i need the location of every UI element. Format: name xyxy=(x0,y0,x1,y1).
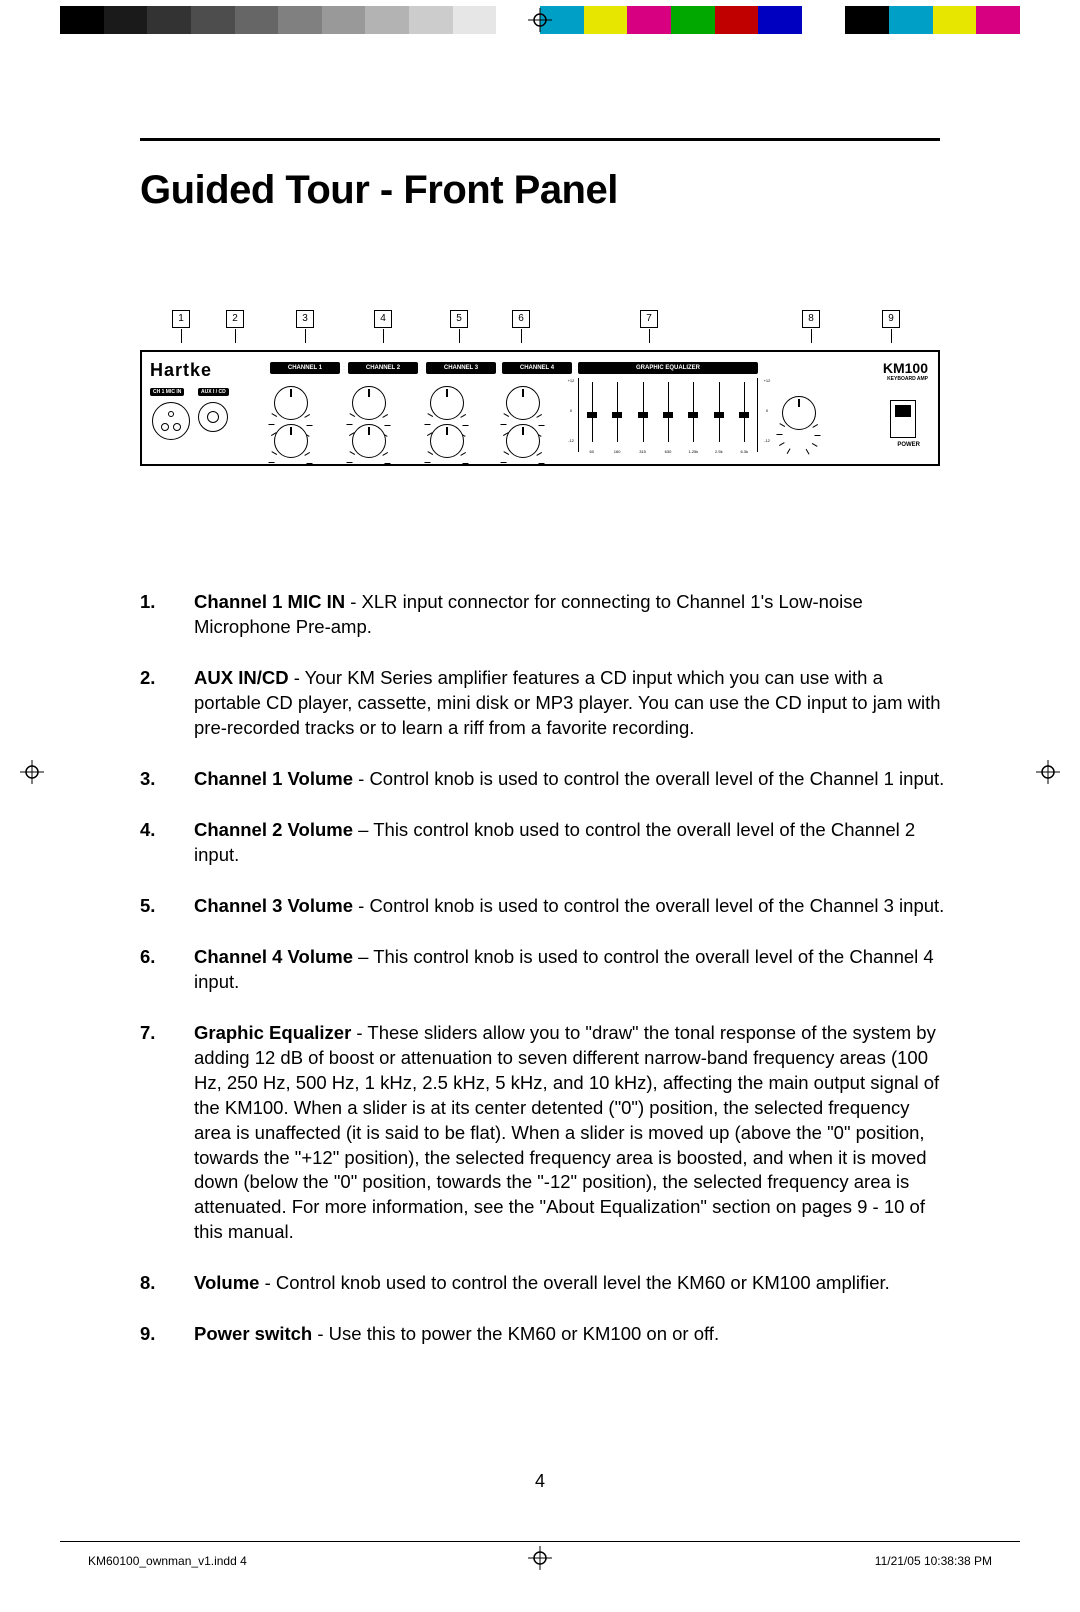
knob-icon xyxy=(430,424,464,458)
item-lead: Channel 2 Volume xyxy=(194,819,353,840)
footer-timestamp: 11/21/05 10:38:38 PM xyxy=(875,1554,992,1568)
eq-label: GRAPHIC EQUALIZER xyxy=(578,362,758,374)
item-number: 2. xyxy=(140,666,194,741)
power-label: POWER xyxy=(897,442,920,448)
item-number: 8. xyxy=(140,1271,194,1296)
item-number: 5. xyxy=(140,894,194,919)
knob-icon xyxy=(352,386,386,420)
registration-mark-icon xyxy=(528,1546,552,1570)
list-item: 5.Channel 3 Volume - Control knob is use… xyxy=(140,894,950,919)
callout-2: 2 xyxy=(226,310,244,328)
list-item: 6.Channel 4 Volume – This control knob i… xyxy=(140,945,950,995)
eq-slider: 1.25k xyxy=(681,378,706,452)
channel-label: CHANNEL 2 xyxy=(348,362,418,374)
feature-list: 1.Channel 1 MIC IN - XLR input connector… xyxy=(140,590,950,1373)
list-item: 8.Volume - Control knob used to control … xyxy=(140,1271,950,1296)
front-panel-diagram: 123456789 Hartke CH 1 MIC IN AUX I / CD … xyxy=(140,310,940,466)
power-switch-icon xyxy=(890,400,916,438)
callout-8: 8 xyxy=(802,310,820,328)
mic-in-label: CH 1 MIC IN xyxy=(150,388,184,396)
eq-slider: 315 xyxy=(630,378,655,452)
eq-slider: 60 xyxy=(579,378,604,452)
item-lead: AUX IN/CD xyxy=(194,667,294,688)
channel-label: CHANNEL 4 xyxy=(502,362,572,374)
list-item: 4. Channel 2 Volume – This control knob … xyxy=(140,818,950,868)
callout-6: 6 xyxy=(512,310,530,328)
item-number: 7. xyxy=(140,1021,194,1246)
footer-rule xyxy=(60,1541,1020,1542)
item-lead: Graphic Equalizer xyxy=(194,1022,351,1043)
item-lead: Channel 1 Volume xyxy=(194,768,353,789)
model-label: KM100 xyxy=(883,360,928,376)
callout-3: 3 xyxy=(296,310,314,328)
item-body: - Use this to power the KM60 or KM100 on… xyxy=(312,1323,719,1344)
list-item: 3.Channel 1 Volume - Control knob is use… xyxy=(140,767,950,792)
callout-1: 1 xyxy=(172,310,190,328)
item-lead: Volume xyxy=(194,1272,265,1293)
registration-mark-icon xyxy=(1036,760,1060,784)
item-lead: Channel 4 Volume xyxy=(194,946,353,967)
registration-mark-icon xyxy=(20,760,44,784)
list-item: 2.AUX IN/CD - Your KM Series amplifier f… xyxy=(140,666,950,741)
item-body: - Control knob is used to control the ov… xyxy=(353,895,944,916)
item-lead: Channel 3 Volume xyxy=(194,895,353,916)
knob-icon xyxy=(506,386,540,420)
footer-filename: KM60100_ownman_v1.indd 4 xyxy=(88,1554,247,1568)
aux-in-label: AUX I / CD xyxy=(198,388,229,396)
item-number: 1. xyxy=(140,590,194,640)
item-number: 3. xyxy=(140,767,194,792)
channel-label: CHANNEL 3 xyxy=(426,362,496,374)
knob-icon xyxy=(274,386,308,420)
item-number: 4. xyxy=(140,818,194,868)
knob-icon xyxy=(352,424,386,458)
model-subtitle: KEYBOARD AMP xyxy=(887,376,928,382)
knob-icon xyxy=(274,424,308,458)
list-item: 1.Channel 1 MIC IN - XLR input connector… xyxy=(140,590,950,640)
list-item: 9.Power switch - Use this to power the K… xyxy=(140,1322,950,1347)
eq-slider: 2.5k xyxy=(706,378,731,452)
knob-icon xyxy=(430,386,464,420)
registration-mark-icon xyxy=(528,8,552,32)
callout-4: 4 xyxy=(374,310,392,328)
eq-slider: 160 xyxy=(604,378,629,452)
eq-slider: 6.3k xyxy=(732,378,757,452)
page-title: Guided Tour - Front Panel xyxy=(140,168,618,213)
item-lead: Channel 1 MIC IN xyxy=(194,591,345,612)
page-number: 4 xyxy=(0,1471,1080,1492)
brand-logo: Hartke xyxy=(150,360,212,381)
graphic-equalizer: 601603156301.25k2.5k6.3k xyxy=(578,378,758,452)
item-body: - Control knob used to control the overa… xyxy=(265,1272,890,1293)
callout-7: 7 xyxy=(640,310,658,328)
item-body: - These sliders allow you to "draw" the … xyxy=(194,1022,939,1243)
item-number: 9. xyxy=(140,1322,194,1347)
horizontal-rule xyxy=(140,138,940,141)
item-body: - Control knob is used to control the ov… xyxy=(353,768,944,789)
callout-5: 5 xyxy=(450,310,468,328)
aux-jack-icon xyxy=(198,402,228,432)
item-lead: Power switch xyxy=(194,1323,312,1344)
item-number: 6. xyxy=(140,945,194,995)
xlr-connector-icon xyxy=(152,402,190,440)
knob-icon xyxy=(782,396,816,430)
knob-icon xyxy=(506,424,540,458)
list-item: 7.Graphic Equalizer - These sliders allo… xyxy=(140,1021,950,1246)
item-body: - Your KM Series amplifier features a CD… xyxy=(194,667,941,738)
callout-9: 9 xyxy=(882,310,900,328)
channel-label: CHANNEL 1 xyxy=(270,362,340,374)
eq-slider: 630 xyxy=(655,378,680,452)
